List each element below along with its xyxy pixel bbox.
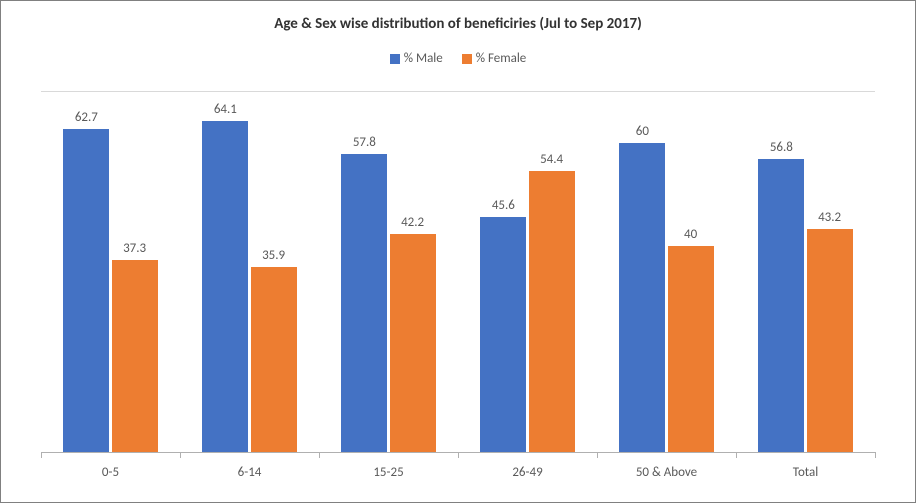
bar-label-male: 60	[612, 124, 672, 139]
bar-male	[341, 154, 387, 452]
x-tick	[458, 452, 459, 458]
bar-label-male: 45.6	[473, 198, 533, 213]
bar-female	[807, 229, 853, 452]
x-tick	[875, 452, 876, 458]
chart-title: Age & Sex wise distribution of beneficir…	[1, 15, 915, 33]
bar-female	[251, 267, 297, 452]
bar-female	[390, 234, 436, 452]
x-axis-label: 26-49	[458, 465, 597, 480]
bar-female	[668, 246, 714, 452]
bar-label-female: 43.2	[800, 210, 860, 225]
bar-label-male: 62.7	[56, 110, 116, 125]
bar-male	[202, 121, 248, 452]
bar-female	[112, 260, 158, 452]
legend-item-male: % Male	[390, 51, 443, 66]
x-tick	[597, 452, 598, 458]
legend-label-female: % Female	[476, 51, 527, 66]
bar-label-female: 35.9	[244, 248, 304, 263]
x-tick	[736, 452, 737, 458]
bar-label-male: 56.8	[751, 140, 811, 155]
plot-area: 0-562.737.36-1464.135.915-2557.842.226-4…	[41, 91, 875, 452]
x-axis-label: 50 & Above	[597, 465, 736, 480]
legend-item-female: % Female	[462, 51, 527, 66]
legend-swatch-male-icon	[390, 54, 400, 64]
bar-label-female: 42.2	[383, 215, 443, 230]
bar-male	[758, 159, 804, 452]
chart-frame: Age & Sex wise distribution of beneficir…	[0, 0, 916, 503]
bar-label-female: 54.4	[522, 152, 582, 167]
legend-label-male: % Male	[404, 51, 443, 66]
gridline-top	[41, 91, 875, 92]
bar-male	[480, 217, 526, 452]
bar-female	[529, 171, 575, 452]
x-axis-label: Total	[736, 465, 875, 480]
bar-male	[619, 143, 665, 452]
legend: % Male % Female	[1, 51, 915, 68]
x-tick	[180, 452, 181, 458]
x-tick	[41, 452, 42, 458]
bar-label-male: 57.8	[334, 135, 394, 150]
x-axis-label: 0-5	[41, 465, 180, 480]
x-tick	[319, 452, 320, 458]
x-axis-label: 6-14	[180, 465, 319, 480]
bar-label-female: 40	[661, 227, 721, 242]
x-axis-label: 15-25	[319, 465, 458, 480]
bar-label-female: 37.3	[105, 241, 165, 256]
legend-swatch-female-icon	[462, 54, 472, 64]
bar-label-male: 64.1	[195, 102, 255, 117]
bar-male	[63, 129, 109, 452]
